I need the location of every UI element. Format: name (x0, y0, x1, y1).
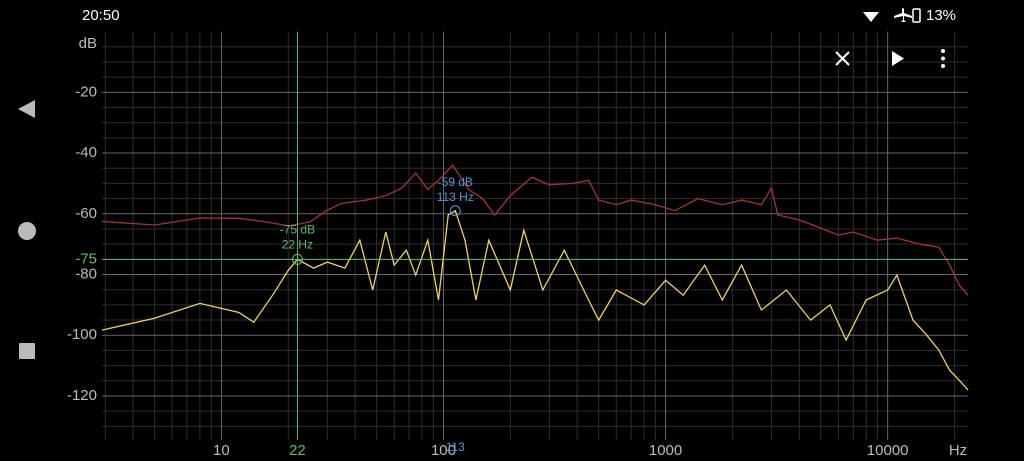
battery-level: 13% (926, 7, 956, 24)
y-tick-label: -120 (67, 387, 97, 404)
peak-marker (449, 205, 461, 217)
x-unit: Hz (949, 442, 967, 459)
menu-dot (941, 56, 945, 61)
cursor-readout: -75 dB (280, 223, 315, 237)
peak-x-label: 113 (446, 440, 465, 454)
airplane-icon (894, 8, 912, 22)
y-unit: dB (79, 35, 97, 52)
menu-dot (941, 64, 945, 68)
back-button[interactable] (18, 100, 35, 118)
cursor-y-label: -75 (75, 250, 97, 267)
recents-button[interactable] (19, 343, 35, 359)
y-tick-label: -40 (75, 144, 97, 161)
x-tick-label: 10000 (867, 442, 909, 459)
status-icons (863, 8, 921, 23)
cursor-readout: 22 Hz (282, 238, 313, 252)
menu-dot (941, 49, 945, 53)
battery-icon (912, 8, 921, 23)
toolbar (835, 49, 945, 68)
clock: 20:50 (82, 7, 120, 24)
x-tick-label: 10 (213, 442, 230, 459)
cursor-x-label: 22 (289, 442, 306, 459)
spectrum-line (101, 209, 969, 391)
nav-bar (18, 100, 36, 359)
cursor-marker (291, 253, 303, 265)
spectrum-line (101, 164, 969, 296)
cursor-label-bg (64, 250, 98, 269)
peak-readout: 113 Hz (437, 190, 474, 204)
y-tick-label: -20 (75, 83, 97, 100)
y-tick-label: -60 (75, 205, 97, 222)
x-tick-label: 1000 (649, 442, 682, 459)
menu-button[interactable] (941, 49, 945, 68)
home-button[interactable] (18, 222, 36, 240)
y-tick-label: -80 (75, 265, 97, 282)
close-button[interactable] (835, 51, 850, 66)
y-tick-label: -100 (67, 326, 97, 343)
plot: -20 -40 -60 -80 -100 -120 10 100 1000 10000 dB Hz -7… (64, 31, 969, 459)
peak-readout: -59 dB (438, 175, 473, 189)
wifi-icon (863, 12, 879, 22)
play-button[interactable] (892, 51, 904, 66)
x-tick-label: 100 (431, 442, 456, 459)
